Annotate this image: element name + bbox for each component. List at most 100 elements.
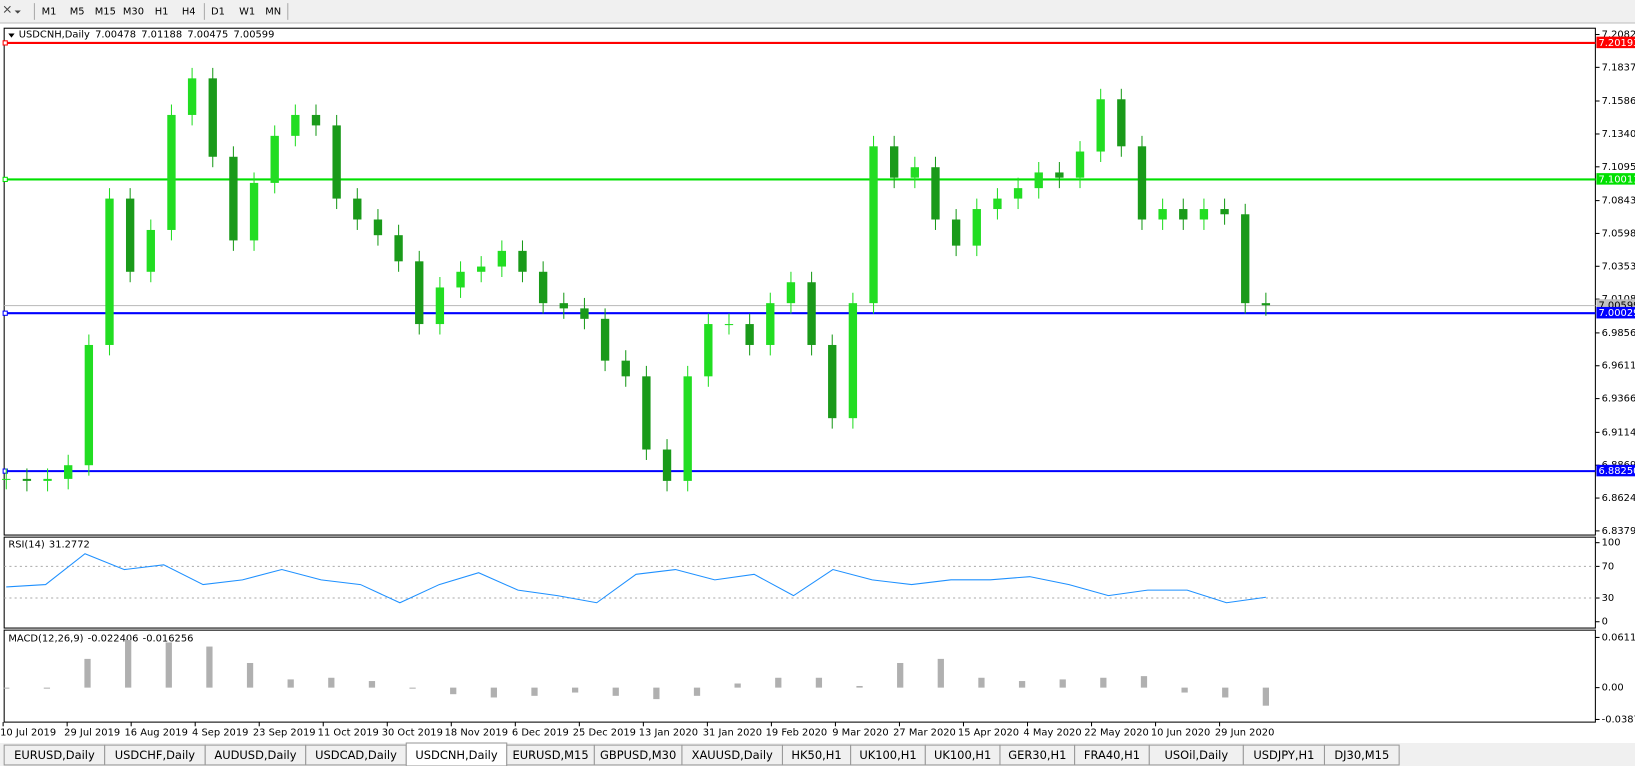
macd-bar [937,658,944,688]
rsi-tick-label: 30 [1602,593,1615,604]
tab-label[interactable]: HK50,H1 [791,748,841,762]
macd-bar [775,677,782,688]
ohlc-value: 7.00475 [187,29,228,40]
candle [456,271,465,288]
ohlc-value: 7.00478 [95,29,136,40]
level-label: 7.00029 [1599,308,1635,319]
tab-label[interactable]: GBPUSD,M30 [600,748,676,762]
candle [662,449,672,481]
timeframe-button[interactable]: M1 [42,6,57,17]
main-chart [3,27,1596,536]
price-label: 7.20820 [1602,30,1635,41]
macd-bar [1140,676,1148,688]
macd-bar [653,687,660,700]
price-label: 7.10950 [1602,162,1635,173]
candle [724,324,734,326]
candle [332,125,341,199]
date-label: 25 Dec 2019 [573,728,636,739]
candle [291,114,300,136]
tab[interactable] [1323,744,1400,766]
candle [538,271,548,304]
price-label: 6.91140 [1602,427,1635,438]
tab-label[interactable]: XAUUSD,Daily [692,748,773,762]
timeframe-button[interactable]: M30 [123,6,144,17]
date-label: 29 Jul 2019 [64,728,120,739]
candle [683,376,692,481]
price-label: 7.05980 [1602,228,1635,239]
date-label: 13 Jan 2020 [639,728,698,739]
date-label: 11 Oct 2019 [318,728,379,739]
level-label: 7.10011 [1599,174,1635,185]
candle [1034,172,1043,189]
candle [64,465,73,479]
candle [270,135,279,183]
macd-bar [246,662,254,688]
candle [807,282,816,345]
tab-label[interactable]: EURUSD,Daily [14,748,95,762]
date-label: 22 May 2020 [1084,728,1149,739]
candle [1137,146,1147,220]
tab-label[interactable]: DJ30,M15 [1334,748,1389,762]
timeframe-button[interactable]: MN [265,6,281,17]
candle [22,478,32,481]
candle [477,266,486,272]
tab-label[interactable]: FRA40,H1 [1084,748,1140,762]
current-price-label: 7.00599 [1599,301,1635,312]
level-tag [1596,36,1635,49]
macd-bar [125,640,132,688]
symbol: USDCNH,Daily [19,29,90,40]
level-label: 6.88250 [1599,466,1635,477]
indicator-value: -0.016256 [143,634,194,645]
candle [559,303,568,309]
candle [1241,214,1250,304]
candle [125,198,135,272]
tab-label[interactable]: USOil,Daily [1164,748,1228,762]
macd-bar [571,687,579,693]
timeframe-button[interactable]: H1 [155,6,169,17]
macd-bar [734,683,741,688]
tab-label[interactable]: EURUSD,M15 [512,748,588,762]
price-label: 6.93660 [1602,394,1635,405]
candle [745,324,754,345]
candle [972,209,981,246]
price-label: 7.03530 [1602,261,1635,272]
timeframe-button[interactable]: M5 [70,6,85,17]
candle [146,229,155,272]
date-label: 31 Jan 2020 [703,728,762,739]
tab-label[interactable]: AUDUSD,Daily [214,748,296,762]
date-label: 15 Apr 2020 [958,728,1019,739]
candle [43,478,52,481]
candle [951,219,961,246]
price-label: 6.86240 [1602,493,1635,504]
macd-bar [612,687,619,696]
date-label: 4 May 2020 [1023,728,1081,739]
macd-bar [165,642,172,688]
price-label: 7.15860 [1602,96,1635,107]
level-handle [2,310,8,316]
candle [497,250,507,267]
macd-bar [84,658,91,688]
macd-bar [328,677,335,688]
indicator-name: RSI(14) [8,539,45,550]
tab-label[interactable]: UK100,H1 [859,748,916,762]
timeframe-button[interactable]: M15 [95,6,116,17]
tab-label[interactable]: USDCHF,Daily [115,748,196,762]
timeframe-button[interactable]: W1 [239,6,255,17]
macd-bar [531,687,538,696]
cursor-icon [3,5,11,13]
tab-label[interactable]: USDCAD,Daily [315,748,397,762]
timeframe-button[interactable]: H4 [182,6,196,17]
candle [84,344,94,466]
tab-label[interactable]: USDCNH,Daily [415,748,498,762]
date-label: 9 Mar 2020 [832,728,888,739]
candle [1179,209,1188,220]
candle [642,376,651,450]
macd-bar [897,662,904,688]
timeframe-button[interactable]: D1 [211,6,225,17]
candle [208,78,217,157]
tab-label[interactable]: UK100,H1 [934,748,991,762]
tab-label[interactable]: USDJPY,H1 [1253,748,1314,762]
date-label: 19 Feb 2020 [766,728,828,739]
tab-label[interactable]: GER30,H1 [1008,748,1066,762]
